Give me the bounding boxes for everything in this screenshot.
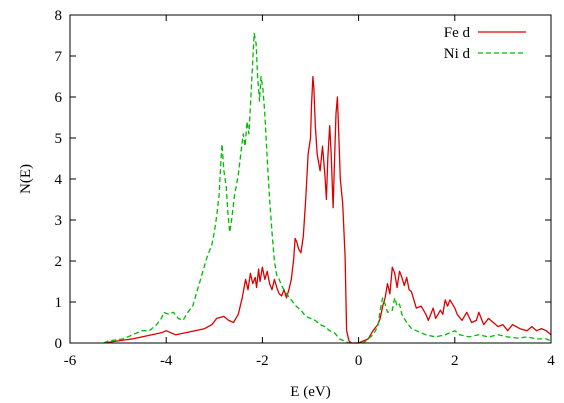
x-tick-label: -2 [256,353,269,369]
series-layer [103,32,552,344]
legend-label-fe-d: Fe d [444,25,471,41]
y-tick-label: 4 [55,172,63,188]
y-tick-label: 6 [55,90,63,106]
y-tick-label: 7 [55,49,63,65]
y-tick-label: 8 [55,8,63,24]
legend: Fe d Ni d [444,25,526,62]
x-tick-label: -6 [64,353,77,369]
y-tick-label: 0 [55,336,63,352]
y-tick-label: 3 [55,213,63,229]
y-tick-label: 1 [55,295,63,311]
ticks-layer: -6 -4 -2 0 2 4 0 1 2 3 4 5 6 7 8 [55,8,556,369]
y-axis-title: N(E) [18,164,34,194]
x-tick-label: -4 [160,353,173,369]
legend-label-ni-d: Ni d [444,46,471,62]
x-tick-label: 0 [355,353,363,369]
x-tick-label: 4 [547,353,555,369]
x-tick-label: 2 [451,353,459,369]
series-line-ni-d [103,32,552,344]
y-tick-label: 2 [55,254,63,270]
plot-frame [69,14,552,344]
series-line-fe-d [103,75,552,344]
y-tick-label: 5 [55,131,63,147]
x-axis-title: E (eV) [290,384,330,400]
